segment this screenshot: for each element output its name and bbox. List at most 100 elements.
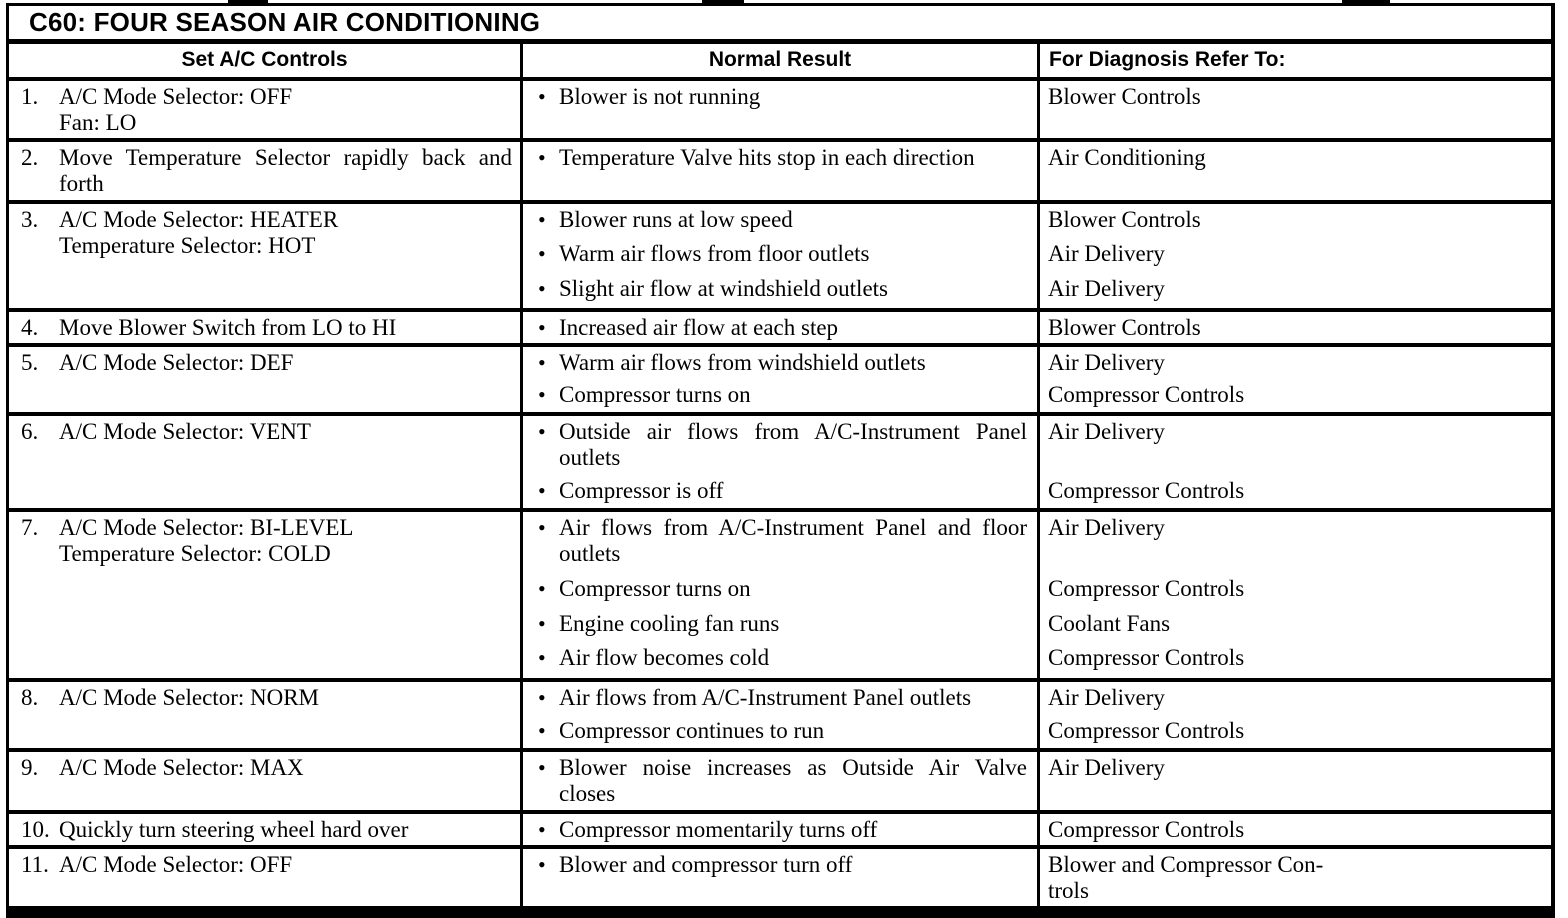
text-line: Temperature Valve hits stop in each dire… bbox=[559, 145, 975, 170]
control-cell: 2. Move Temperature Selector rapidly back… bbox=[9, 142, 523, 200]
text-line: Temperature Selector: COLD bbox=[59, 541, 331, 566]
row-number: 4. bbox=[21, 315, 39, 340]
text-line: Air Delivery bbox=[1048, 241, 1165, 267]
diagnosis-ref: Air Delivery bbox=[1037, 239, 1551, 274]
result-text: Engine cooling fan runs bbox=[559, 611, 1027, 637]
control-text: A/C Mode Selector: MAX bbox=[59, 755, 512, 781]
text-line: Air Delivery bbox=[1048, 755, 1165, 780]
result-item: • Temperature Valve hits stop in each dir… bbox=[523, 142, 1037, 200]
text-line: outlets bbox=[559, 541, 621, 566]
result-text: Blower is not running bbox=[559, 84, 1027, 110]
table-row: 6. A/C Mode Selector: VENT • Outside air fl… bbox=[9, 416, 1551, 512]
control-cell: 11. A/C Mode Selector: OFF bbox=[9, 849, 523, 906]
table-row: 5. A/C Mode Selector: DEF • Warm air flows … bbox=[9, 347, 1551, 416]
diagnosis-ref: Air Delivery bbox=[1037, 416, 1551, 476]
text-line: Compressor Controls bbox=[1048, 382, 1245, 407]
table-body: 1. A/C Mode Selector: OFF Fan: LO • Blower i… bbox=[9, 81, 1551, 906]
bullet-icon: • bbox=[538, 575, 546, 601]
text-line: A/C Mode Selector: BI-LEVEL bbox=[59, 515, 354, 540]
text-line: Compressor Controls bbox=[1048, 645, 1245, 671]
result-text: Slight air flow at windshield outlets bbox=[559, 276, 1027, 302]
bullet-icon: • bbox=[538, 241, 546, 267]
text-line: Blower Controls bbox=[1048, 84, 1201, 109]
result-text: Temperature Valve hits stop in each dire… bbox=[559, 145, 1027, 171]
bullet-icon: • bbox=[538, 315, 546, 340]
bullet-icon: • bbox=[538, 207, 546, 232]
result-text: Air flow becomes cold bbox=[559, 645, 1027, 671]
diagnosis-ref: Air Delivery bbox=[1037, 347, 1551, 380]
diagnosis-ref: Coolant Fans bbox=[1037, 608, 1551, 644]
result-item: • Blower is not running bbox=[523, 81, 1037, 138]
row-number: 6. bbox=[21, 419, 39, 444]
text-line: Air flows from A/C-Instrument Panel outl… bbox=[559, 685, 972, 710]
result-item: • Warm air flows from windshield outlets bbox=[523, 347, 1037, 380]
text-line: Compressor continues to run bbox=[559, 717, 825, 743]
bullet-icon: • bbox=[538, 419, 546, 444]
table-row: 11. A/C Mode Selector: OFF • Blower and com… bbox=[9, 849, 1551, 906]
text-line: A/C Mode Selector: OFF bbox=[59, 84, 293, 109]
result-item: • Compressor is off bbox=[523, 476, 1037, 509]
text-line: A/C Mode Selector: MAX bbox=[59, 755, 304, 780]
control-text: A/C Mode Selector: BI-LEVEL Temperature S… bbox=[59, 515, 512, 567]
bullet-icon: • bbox=[538, 685, 546, 710]
scan-artifact bbox=[228, 0, 268, 4]
control-text: Move Temperature Selector rapidly back a… bbox=[59, 145, 512, 197]
row-number: 1. bbox=[21, 84, 39, 109]
result-text: Compressor turns on bbox=[559, 576, 1027, 602]
column-header-normal-result: Normal Result bbox=[708, 48, 852, 71]
diagnosis-ref: Compressor Controls bbox=[1037, 814, 1551, 845]
diagnosis-ref: Air Delivery bbox=[1037, 682, 1551, 716]
bullet-icon: • bbox=[538, 350, 546, 375]
text-line: Air Delivery bbox=[1048, 685, 1165, 710]
result-text: Outside air flows from A/C-Instrument Pa… bbox=[559, 419, 1027, 471]
control-cell: 9. A/C Mode Selector: MAX bbox=[9, 752, 523, 810]
scan-artifact bbox=[1342, 0, 1390, 4]
result-item: • Engine cooling fan runs bbox=[523, 609, 1037, 644]
diagnosis-ref: Compressor Controls bbox=[1037, 380, 1551, 412]
result-text: Compressor is off bbox=[559, 478, 1027, 504]
result-item: • Warm air flows from floor outlets bbox=[523, 239, 1037, 273]
diagnosis-ref: Blower Controls bbox=[1037, 81, 1551, 138]
text-line: Air flows from A/C-Instrument Panel and … bbox=[559, 515, 1027, 540]
row-number: 10. bbox=[21, 817, 50, 842]
row-number: 5. bbox=[21, 350, 39, 375]
text-line: Increased air flow at each step bbox=[559, 315, 839, 340]
text-line: Air Delivery bbox=[1048, 419, 1165, 444]
text-line: A/C Mode Selector: NORM bbox=[59, 685, 320, 710]
text-line: A/C Mode Selector: OFF bbox=[59, 852, 293, 877]
control-text: Quickly turn steering wheel hard over bbox=[59, 817, 512, 843]
text-line: outlets bbox=[559, 445, 621, 470]
result-item: • Compressor momentarily turns off bbox=[523, 814, 1037, 845]
table-row: 3. A/C Mode Selector: HEATER Temperature S… bbox=[9, 204, 1551, 312]
table-row: 2. Move Temperature Selector rapidly back… bbox=[9, 142, 1551, 204]
table-row: 8. A/C Mode Selector: NORM • Air flows from… bbox=[9, 682, 1551, 752]
control-cell: 10. Quickly turn steering wheel hard over bbox=[9, 814, 523, 845]
text-line: Blower noise increases as Outside Air Va… bbox=[559, 755, 1027, 780]
bullet-icon: • bbox=[538, 755, 546, 780]
column-header-set-ac-controls: Set A/C Controls bbox=[9, 44, 523, 77]
result-text: Compressor turns on bbox=[559, 382, 1027, 408]
text-line: Coolant Fans bbox=[1048, 610, 1171, 636]
control-cell: 4. Move Blower Switch from LO to HI bbox=[9, 312, 523, 343]
result-text: Blower noise increases as Outside Air Va… bbox=[559, 755, 1027, 807]
row-number: 3. bbox=[21, 207, 39, 232]
text-line: Warm air flows from floor outlets bbox=[559, 241, 870, 267]
row-number: 9. bbox=[21, 755, 39, 780]
control-cell: 7. A/C Mode Selector: BI-LEVEL Temperature… bbox=[9, 512, 523, 678]
table-row: 10. Quickly turn steering wheel hard over… bbox=[9, 814, 1551, 849]
text-line: Blower Controls bbox=[1048, 315, 1201, 340]
control-cell: 5. A/C Mode Selector: DEF bbox=[9, 347, 523, 412]
text-line: Compressor is off bbox=[559, 477, 724, 503]
diagnosis-ref: Air Delivery bbox=[1037, 512, 1551, 574]
control-cell: 8. A/C Mode Selector: NORM bbox=[9, 682, 523, 748]
text-line: forth bbox=[59, 171, 104, 196]
text-line: Air Delivery bbox=[1048, 275, 1165, 301]
diagnosis-ref: Blower Controls bbox=[1037, 312, 1551, 343]
control-text: A/C Mode Selector: OFF Fan: LO bbox=[59, 84, 512, 136]
result-item: • Blower noise increases as Outside Air V… bbox=[523, 752, 1037, 810]
bullet-icon: • bbox=[538, 645, 546, 671]
text-line: A/C Mode Selector: DEF bbox=[59, 350, 294, 375]
result-item: • Compressor continues to run bbox=[523, 716, 1037, 749]
text-line: Air Delivery bbox=[1048, 515, 1165, 540]
